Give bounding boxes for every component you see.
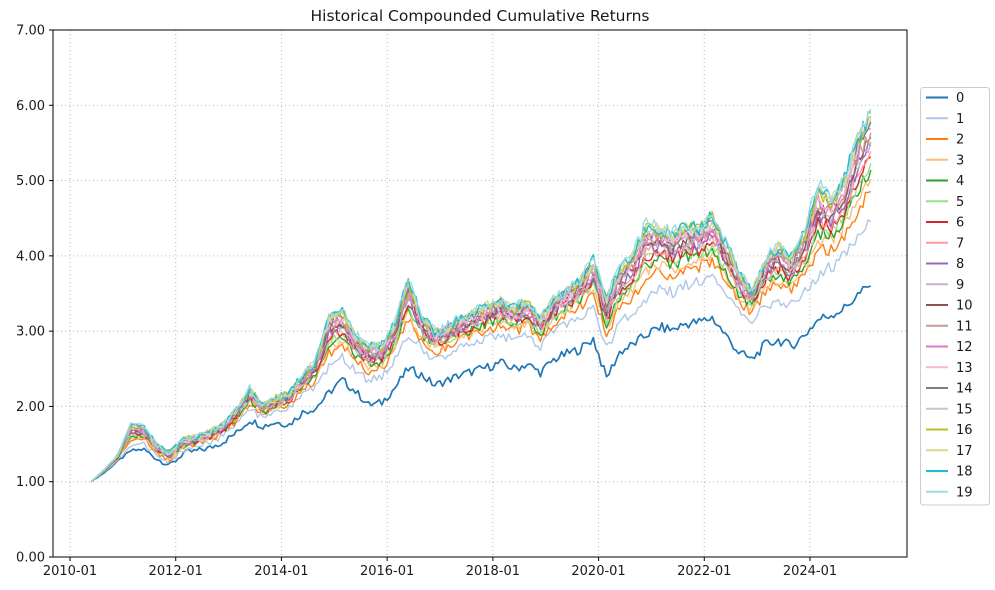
legend-item-18: 18 <box>926 465 973 480</box>
legend-label: 16 <box>956 423 973 438</box>
legend-label: 12 <box>956 340 973 355</box>
legend-item-16: 16 <box>926 423 973 438</box>
legend-item-12: 12 <box>926 340 973 355</box>
legend-label: 5 <box>956 195 964 210</box>
legend-label: 18 <box>956 465 973 480</box>
legend-item-14: 14 <box>926 382 973 397</box>
legend-label: 2 <box>956 133 964 148</box>
x-axis-tick-label: 2012-01 <box>149 564 203 579</box>
legend-item-5: 5 <box>926 195 964 210</box>
legend-label: 13 <box>956 361 973 376</box>
series-line-19 <box>90 108 872 483</box>
legend-item-10: 10 <box>926 299 973 314</box>
legend-item-13: 13 <box>926 361 973 376</box>
x-axis-tick-label: 2010-01 <box>43 564 97 579</box>
legend-label: 15 <box>956 402 973 417</box>
legend-item-17: 17 <box>926 444 973 459</box>
y-axis-tick-label: 5.00 <box>16 174 45 189</box>
legend-label: 0 <box>956 91 964 106</box>
series-line-18 <box>90 111 871 483</box>
legend-item-0: 0 <box>926 91 964 106</box>
legend-item-3: 3 <box>926 153 964 168</box>
series-lines <box>90 108 872 483</box>
legend-label: 9 <box>956 278 964 293</box>
x-axis-tick-label: 2024-01 <box>783 564 837 579</box>
legend-label: 1 <box>956 112 964 127</box>
legend-label: 11 <box>956 319 973 334</box>
x-axis-tick-label: 2020-01 <box>571 564 625 579</box>
chart-title: Historical Compounded Cumulative Returns <box>310 7 650 25</box>
legend-item-15: 15 <box>926 402 973 417</box>
legend-item-8: 8 <box>926 257 964 272</box>
legend-item-7: 7 <box>926 236 964 251</box>
legend-label: 14 <box>956 382 973 397</box>
x-axis-tick-label: 2022-01 <box>677 564 731 579</box>
y-axis-tick-label: 4.00 <box>16 249 45 264</box>
legend-item-11: 11 <box>926 319 973 334</box>
y-axis-tick-label: 6.00 <box>16 99 45 114</box>
grid-lines <box>53 30 907 557</box>
legend-label: 19 <box>956 485 973 500</box>
legend-label: 4 <box>956 174 964 189</box>
legend-label: 10 <box>956 299 973 314</box>
x-axis-tick-label: 2014-01 <box>254 564 308 579</box>
series-line-0 <box>90 285 872 483</box>
legend-item-1: 1 <box>926 112 964 127</box>
series-line-1 <box>90 218 872 483</box>
legend-item-4: 4 <box>926 174 964 189</box>
legend-item-2: 2 <box>926 133 964 148</box>
y-axis-tick-label: 0.00 <box>16 551 45 566</box>
y-axis-tick-label: 1.00 <box>16 475 45 490</box>
y-axis-tick-label: 7.00 <box>16 24 45 39</box>
legend-label: 17 <box>956 444 973 459</box>
y-axis-tick-label: 3.00 <box>16 325 45 340</box>
legend-item-9: 9 <box>926 278 964 293</box>
plot-border <box>52 29 908 558</box>
legend-label: 3 <box>956 153 964 168</box>
y-axis-tick-label: 2.00 <box>16 400 45 415</box>
legend-label: 6 <box>956 216 964 231</box>
legend-item-6: 6 <box>926 216 964 231</box>
legend-label: 7 <box>956 236 964 251</box>
legend-box <box>920 87 990 506</box>
legend-label: 8 <box>956 257 964 272</box>
x-axis-tick-label: 2018-01 <box>466 564 520 579</box>
x-axis-tick-label: 2016-01 <box>360 564 414 579</box>
legend-item-19: 19 <box>926 485 973 500</box>
series-line-14 <box>90 121 872 483</box>
axes: 0.00 1.00 2.00 3.00 4.00 5.00 6.00 7.00 2010-01 2… <box>16 24 908 579</box>
